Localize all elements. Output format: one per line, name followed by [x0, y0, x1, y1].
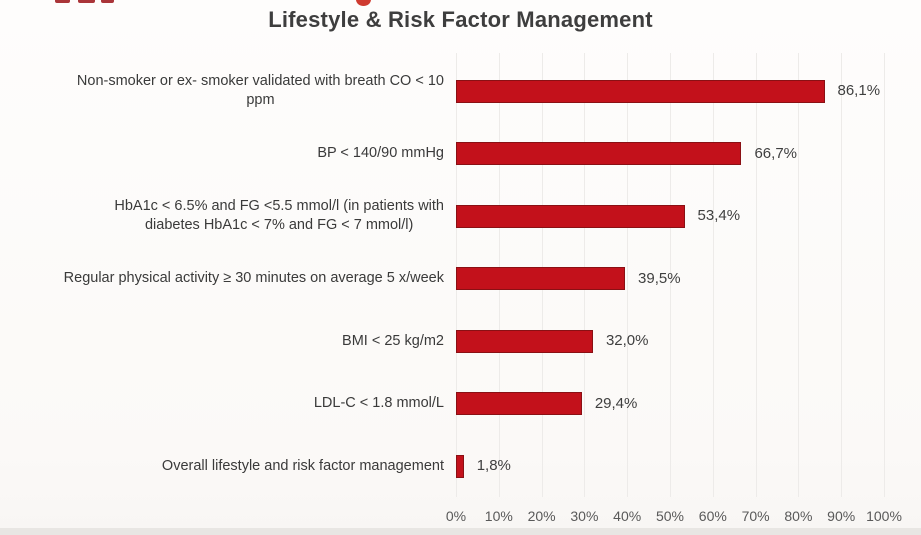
x-tick-label: 80%	[784, 508, 813, 524]
value-label: 86,1%	[837, 82, 881, 99]
x-tick-label: 30%	[570, 508, 599, 524]
x-tick-label: 100%	[866, 508, 902, 524]
value-label: 66,7%	[754, 144, 798, 162]
gridline	[712, 53, 714, 497]
bar	[456, 454, 464, 478]
bar	[456, 329, 593, 353]
bar	[456, 142, 742, 165]
value-label: 39,5%	[638, 269, 681, 287]
gridline	[884, 53, 885, 497]
category-label-text: BP < 140/90 mmHg	[317, 145, 444, 162]
bottom-edge-strip	[0, 528, 921, 535]
cropped-logo-fragment	[55, 0, 70, 3]
value-label: 32,0%	[605, 332, 649, 349]
cropped-logo-fragment	[78, 0, 95, 3]
chart-title: Lifestyle & Risk Factor Management	[268, 7, 653, 32]
gridline	[798, 53, 800, 497]
category-label-text: Overall lifestyle and risk factor manage…	[161, 457, 444, 474]
x-tick-label: 70%	[741, 508, 770, 524]
x-tick-label: 40%	[613, 508, 642, 524]
value-label: 53,4%	[697, 207, 741, 224]
category-label: LDL-C < 1.8 mmol/L	[4, 373, 444, 435]
gridline	[627, 53, 629, 497]
gridline	[755, 53, 757, 497]
category-label: BMI < 25 kg/m2	[4, 310, 444, 372]
category-label: Regular physical activity ≥ 30 minutes o…	[4, 248, 444, 310]
category-label-text: Non-smoker or ex- smoker validated with …	[76, 73, 444, 108]
gridline	[841, 53, 843, 497]
value-label: 29,4%	[594, 394, 638, 412]
category-label: HbA1c < 6.5% and FG <5.5 mmol/l (in pati…	[4, 185, 444, 247]
bar	[456, 392, 582, 415]
cropped-logo-fragment	[356, 0, 371, 6]
x-tick-label: 90%	[827, 508, 856, 524]
category-label-text: HbA1c < 6.5% and FG <5.5 mmol/l (in pati…	[114, 198, 444, 233]
bar	[456, 204, 685, 228]
category-label-text: LDL-C < 1.8 mmol/L	[313, 395, 444, 412]
category-label: Non-smoker or ex- smoker validated with …	[4, 60, 444, 122]
x-tick-label: 20%	[527, 508, 556, 524]
category-label: BP < 140/90 mmHg	[4, 123, 444, 185]
cropped-logo-fragment	[101, 0, 114, 3]
x-tick-label: 10%	[484, 508, 513, 524]
bar	[456, 79, 825, 103]
x-tick-label: 0%	[445, 508, 467, 524]
category-label: Overall lifestyle and risk factor manage…	[4, 435, 444, 497]
x-tick-label: 50%	[655, 508, 685, 524]
category-label-text: BMI < 25 kg/m2	[342, 332, 444, 349]
category-label-text: Regular physical activity ≥ 30 minutes o…	[63, 270, 444, 287]
x-tick-label: 60%	[698, 508, 727, 524]
gridline	[670, 53, 671, 497]
bar	[456, 267, 626, 290]
value-label: 1,8%	[476, 457, 511, 474]
